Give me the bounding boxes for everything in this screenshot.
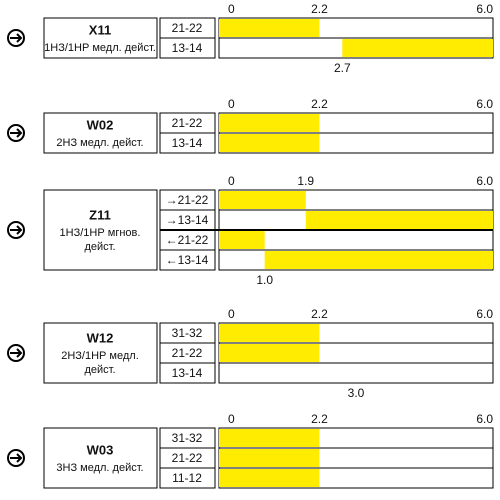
closed-interval (219, 324, 320, 342)
contact-label-box (159, 249, 216, 271)
contact-label-box (159, 467, 216, 489)
switch-point-label: 1.0 (256, 273, 273, 287)
arrow-icon (7, 124, 25, 142)
contact-label: 31-32 (172, 326, 203, 340)
contact-label: 13-14 (172, 136, 203, 150)
closed-interval (219, 19, 320, 37)
contact-label: →13-14 (166, 213, 209, 227)
closed-interval (219, 191, 306, 209)
arrow-icon-arrow (10, 348, 23, 358)
scale-label: 6.0 (476, 2, 493, 16)
closed-interval (219, 449, 320, 467)
timing-row (218, 362, 494, 384)
arrow-icon-arrow (10, 33, 23, 43)
scale-label: 2.2 (311, 412, 328, 426)
contact-label: →21-22 (166, 193, 209, 207)
scale-label: 6.0 (476, 174, 493, 188)
contact-label: ←21-22 (166, 233, 209, 247)
scale-label: 6.0 (476, 97, 493, 111)
device-box (43, 189, 158, 271)
arrow-icon-arrow (10, 128, 23, 138)
device-id: W12 (87, 330, 114, 345)
switch-point-label: 3.0 (348, 386, 365, 400)
contact-label-box (159, 132, 216, 154)
contact-label-box (159, 362, 216, 384)
scale-label: 0 (228, 307, 235, 321)
closed-interval (219, 114, 320, 132)
contact-label: 13-14 (172, 41, 203, 55)
device-desc: 1НЗ/1НР мгнов. (60, 227, 141, 239)
device-id: W03 (87, 442, 114, 457)
device-desc: дейст. (84, 364, 115, 376)
scale-label: 2.2 (311, 2, 328, 16)
arrow-icon (7, 29, 25, 47)
scale-label: 0 (228, 412, 235, 426)
device-desc: 2НЗ/1НР медл. (61, 350, 139, 362)
closed-interval (219, 469, 320, 487)
closed-interval (219, 429, 320, 447)
contact-label: 21-22 (172, 451, 203, 465)
device-id: X11 (89, 22, 111, 37)
contact-label: 21-22 (172, 116, 203, 130)
closed-interval (219, 344, 320, 362)
closed-interval (264, 251, 493, 269)
device-box (43, 112, 158, 154)
contact-label: 21-22 (172, 21, 203, 35)
scale-label: 2.2 (311, 97, 328, 111)
contact-label: 31-32 (172, 431, 203, 445)
contact-label: 13-14 (172, 366, 203, 380)
device-desc: 1НЗ/1НР медл. дейст. (44, 42, 156, 54)
device-box (43, 427, 158, 489)
arrow-icon (7, 344, 25, 362)
device-box (43, 17, 158, 59)
contact-label: 21-22 (172, 346, 203, 360)
closed-interval (219, 231, 265, 249)
device-id: Z11 (89, 207, 111, 222)
scale-label: 6.0 (476, 412, 493, 426)
closed-interval (305, 211, 493, 229)
device-desc: 3НЗ медл. дейст. (56, 462, 143, 474)
closed-interval (342, 39, 493, 57)
contact-label: ←13-14 (166, 253, 209, 267)
scale-label: 0 (228, 97, 235, 111)
contact-label-box (159, 37, 216, 59)
arrow-icon-arrow (10, 225, 23, 235)
scale-label: 0 (228, 2, 235, 16)
device-box (43, 322, 158, 384)
closed-interval (219, 134, 320, 152)
contact-label: 11-12 (172, 471, 202, 485)
scale-label: 6.0 (476, 307, 493, 321)
arrow-icon (7, 449, 25, 467)
arrow-icon-arrow (10, 453, 23, 463)
device-id: W02 (87, 117, 114, 132)
scale-label: 0 (228, 174, 235, 188)
arrow-icon (7, 221, 25, 239)
scale-label: 2.2 (311, 307, 328, 321)
switch-point-label: 2.7 (334, 61, 351, 75)
device-desc: дейст. (84, 241, 115, 253)
device-desc: 2НЗ медл. дейст. (56, 137, 143, 149)
scale-label: 1.9 (297, 174, 314, 188)
